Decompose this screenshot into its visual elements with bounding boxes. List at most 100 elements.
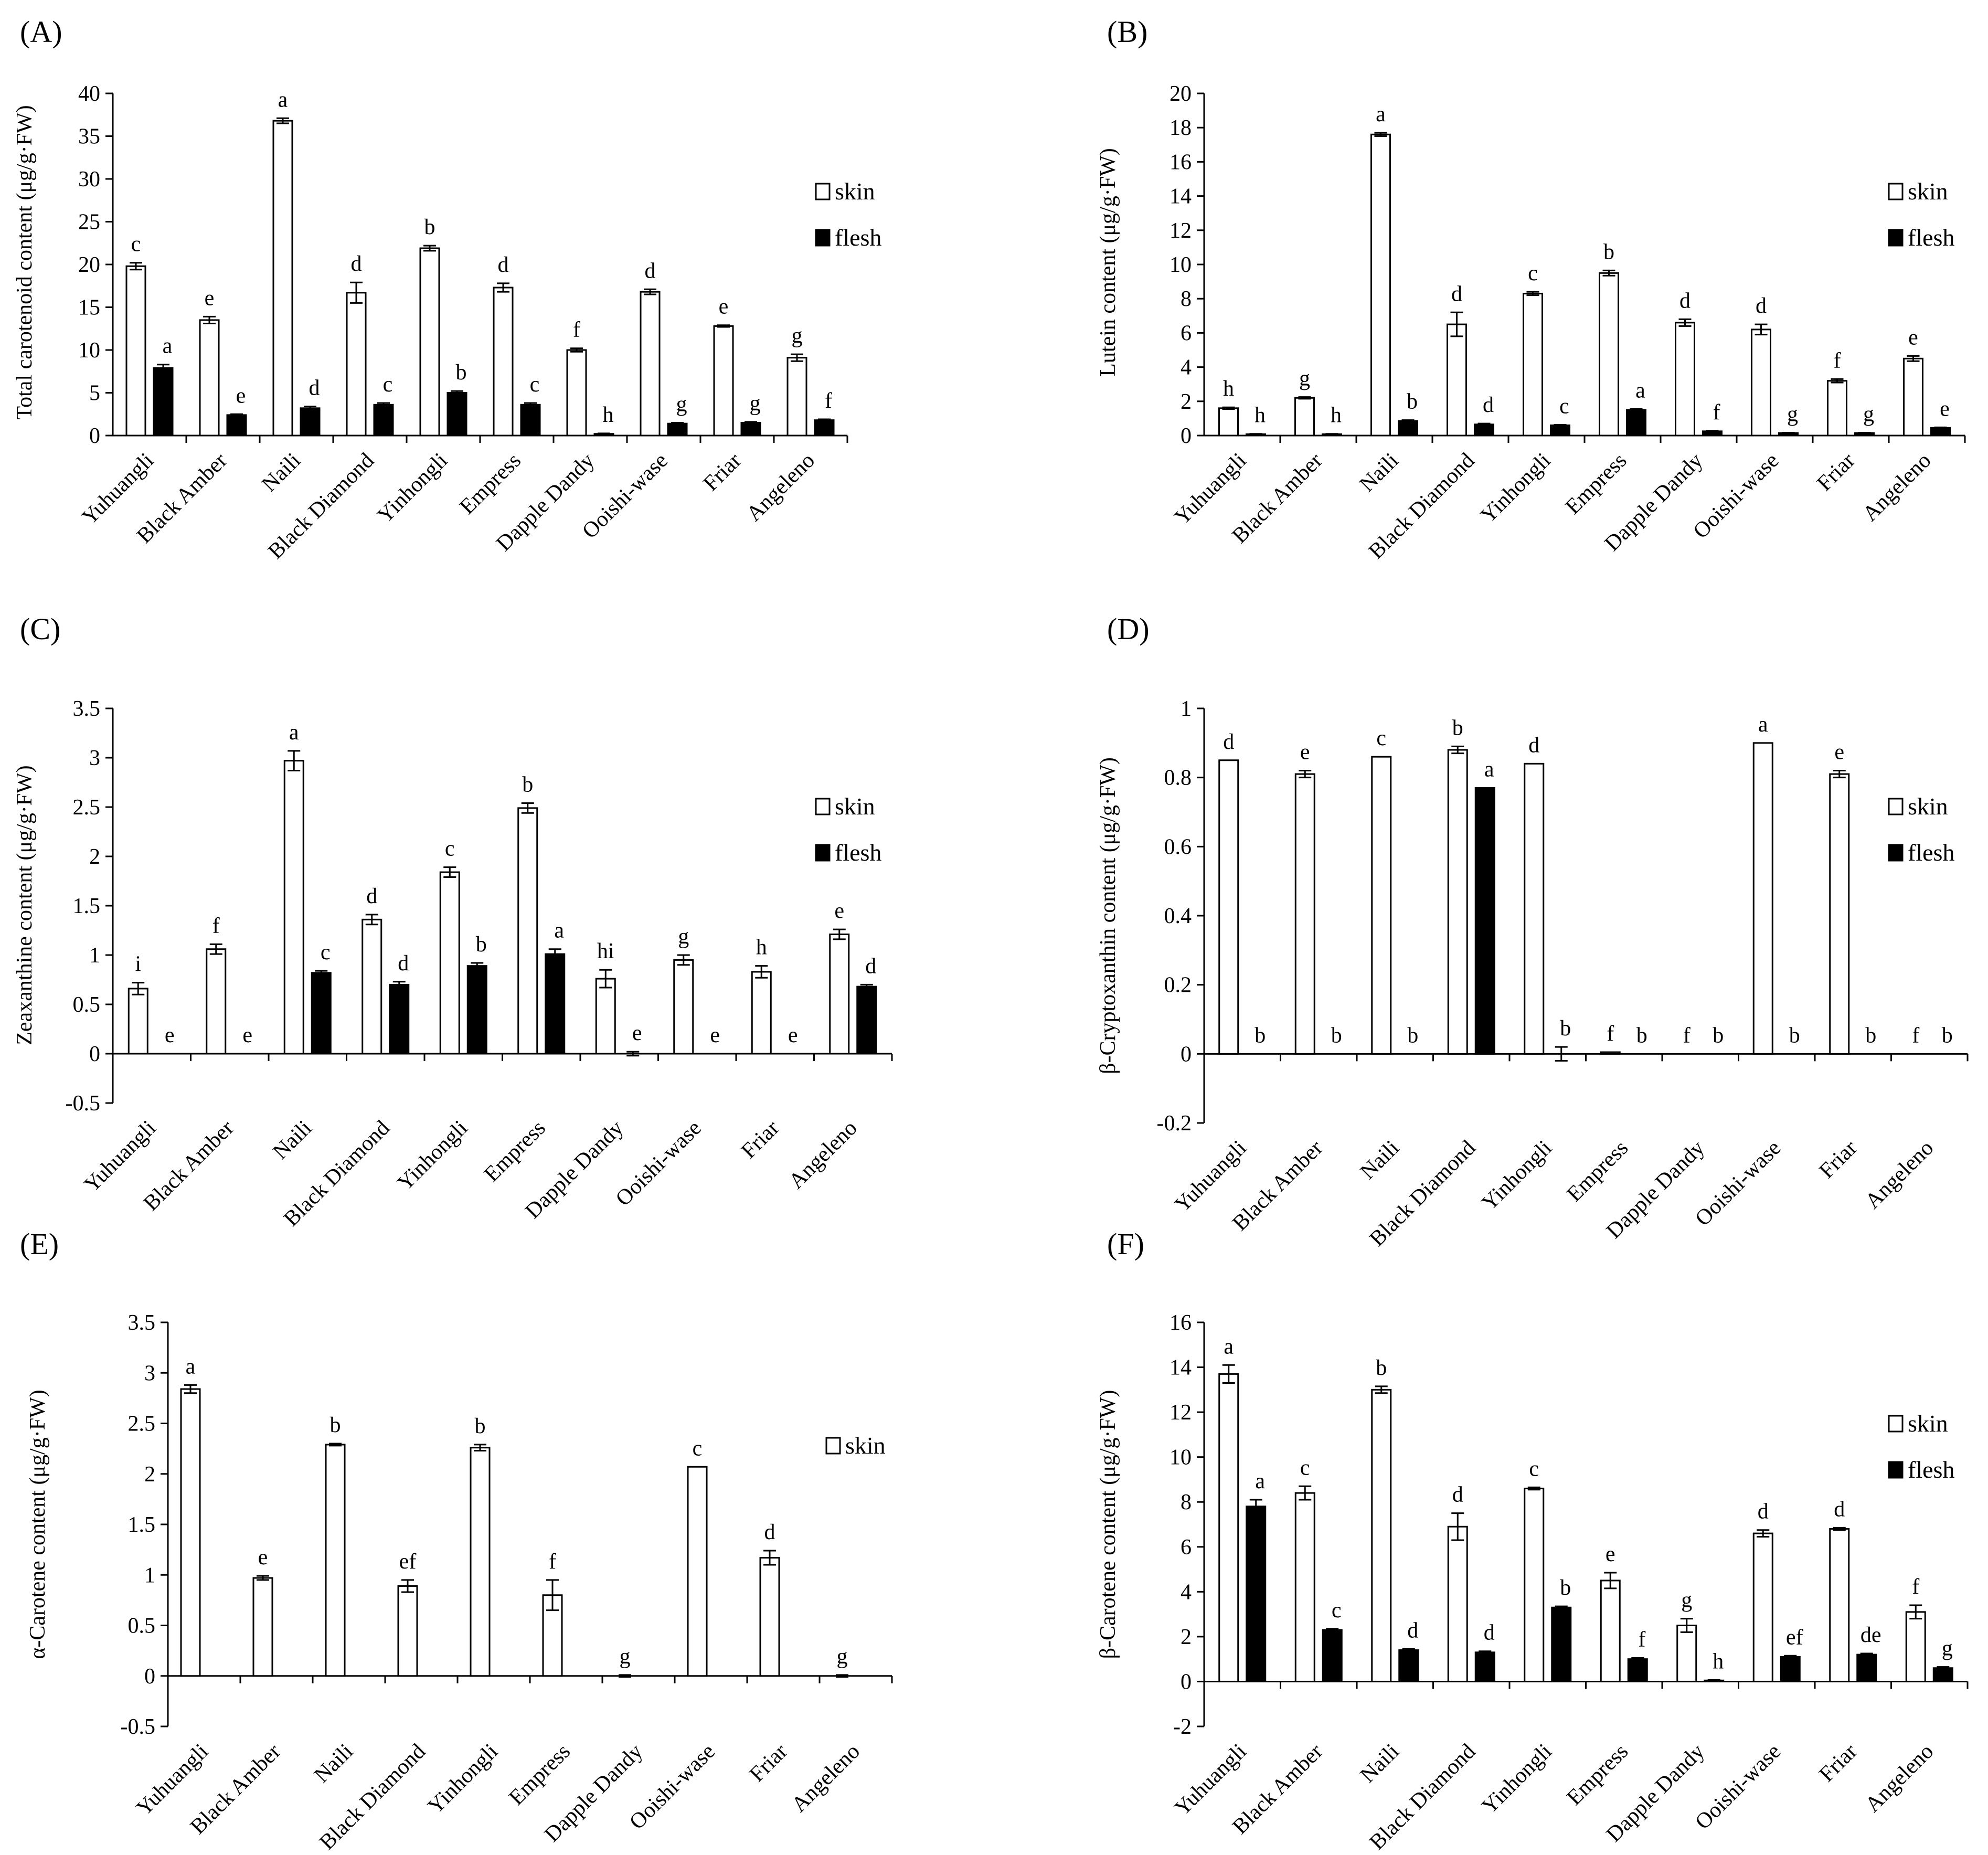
y-tick-label: 3.5	[73, 697, 101, 721]
significance-letter: h	[603, 403, 614, 427]
bar-skin-A	[125, 265, 146, 437]
x-tick-label: Yinhongli	[423, 1740, 503, 1819]
significance-letter: de	[1861, 1623, 1881, 1647]
significance-letter: d	[865, 954, 876, 978]
y-tick-label: 0.2	[1164, 973, 1192, 998]
significance-letter: d	[1451, 282, 1462, 306]
significance-letter: b	[1331, 1023, 1342, 1047]
bar-skin-E	[180, 1388, 201, 1677]
legend-label-flesh: flesh	[835, 839, 881, 866]
y-axis-title: Lutein content (μg/g·FW)	[1096, 148, 1120, 376]
significance-letter: d	[398, 951, 409, 976]
significance-letter: a	[278, 88, 288, 112]
panel-label: (E)	[20, 1227, 59, 1261]
legend-label-skin: skin	[1908, 1410, 1948, 1437]
y-tick-label: 10	[1170, 1446, 1192, 1470]
y-tick-label: 6	[1181, 1535, 1192, 1560]
significance-letter: a	[1376, 102, 1386, 126]
bar-flesh-A	[446, 392, 467, 437]
bar-flesh-C	[466, 965, 487, 1055]
significance-letter: f	[212, 914, 220, 938]
significance-letter: c	[1376, 726, 1386, 750]
y-tick-label: 1.5	[73, 894, 101, 918]
bar-flesh-C	[545, 953, 566, 1055]
x-tick-label: Friar	[737, 1116, 784, 1163]
significance-letter: d	[1756, 294, 1767, 318]
panel-label: (D)	[1107, 612, 1150, 646]
significance-letter: d	[351, 252, 362, 276]
bar-flesh-A	[667, 422, 688, 437]
legend-label-flesh: flesh	[1908, 1456, 1954, 1483]
significance-letter: h	[1223, 377, 1234, 401]
y-tick-label: 1.5	[128, 1513, 156, 1537]
y-tick-label: 2	[1181, 390, 1192, 414]
significance-letter: e	[258, 1545, 268, 1570]
bar-skin-D	[1218, 759, 1239, 1055]
y-tick-label: 1	[144, 1563, 155, 1587]
significance-letter: c	[1559, 394, 1569, 418]
significance-letter: c	[445, 837, 455, 861]
significance-letter: ef	[1786, 1625, 1803, 1649]
y-tick-label: 3.5	[128, 1311, 156, 1335]
bar-flesh-A	[373, 404, 394, 437]
y-tick-label: -2	[1173, 1715, 1192, 1739]
bar-skin-D	[1524, 762, 1545, 1055]
x-tick-label: Naili	[310, 1740, 358, 1788]
significance-letter: f	[549, 1550, 556, 1574]
significance-letter: b	[1376, 1356, 1387, 1380]
bar-skin-B	[1903, 357, 1923, 437]
bar-skin-B	[1294, 397, 1315, 437]
significance-letter: a	[163, 334, 173, 358]
y-tick-label: 35	[78, 125, 100, 149]
significance-letter: c	[131, 232, 141, 257]
y-tick-label: 3	[144, 1361, 155, 1385]
bar-skin-F	[1829, 1528, 1850, 1682]
bar-skin-D	[1294, 773, 1315, 1055]
x-tick-label: Yuhuangli	[1170, 1136, 1251, 1217]
significance-letter: d	[498, 253, 509, 277]
bar-skin-E	[542, 1594, 563, 1677]
legend-swatch-skin	[825, 1437, 841, 1455]
bar-skin-D	[1600, 1051, 1621, 1055]
bar-flesh-A	[520, 404, 541, 437]
y-tick-label: 2	[144, 1462, 155, 1487]
bar-flesh-B	[1626, 409, 1646, 437]
bar-skin-A	[346, 292, 367, 437]
significance-letter: d	[764, 1520, 775, 1544]
y-tick-label: 0.8	[1164, 766, 1192, 790]
significance-letter: f	[1834, 348, 1841, 373]
significance-letter: e	[1606, 1542, 1615, 1566]
x-tick-label: Angeleno	[1861, 1740, 1938, 1817]
significance-letter: a	[1758, 713, 1768, 737]
significance-letter: f	[573, 318, 580, 342]
significance-letter: g	[1942, 1637, 1953, 1661]
bar-skin-E	[252, 1577, 273, 1677]
significance-letter: i	[135, 952, 141, 977]
significance-letter: h	[1255, 404, 1266, 428]
significance-letter: d	[1484, 1621, 1495, 1645]
significance-letter: a	[554, 919, 564, 943]
bar-flesh-F	[1780, 1656, 1801, 1682]
significance-letter: g	[792, 324, 803, 348]
y-tick-label: 18	[1170, 116, 1192, 140]
bar-skin-D	[1829, 773, 1850, 1055]
chart-panel-C: (C) Zeaxanthine content (μg/g·FW) -0.5 0 0.5…	[13, 612, 893, 1231]
bar-skin-B	[1599, 272, 1619, 437]
bar-flesh-C	[389, 983, 410, 1055]
bar-flesh-A	[740, 422, 761, 437]
y-tick-label: 0	[89, 424, 100, 448]
x-tick-label: Naili	[257, 449, 305, 497]
significance-letter: b	[1789, 1023, 1800, 1047]
significance-letter: f	[825, 389, 832, 413]
bar-skin-D	[1752, 742, 1773, 1055]
significance-letter: b	[330, 1413, 341, 1437]
significance-letter: g	[678, 925, 689, 949]
legend-swatch-flesh	[815, 229, 831, 247]
y-tick-label: 15	[78, 296, 100, 320]
significance-letter: f	[1912, 1575, 1919, 1599]
bar-skin-A	[566, 349, 587, 437]
significance-letter: d	[366, 884, 377, 908]
x-tick-label: Naili	[1356, 1740, 1404, 1788]
chart-panel-D: (D) β-Cryptoxanthin content (μg/g·FW) -0.2…	[1096, 612, 1969, 1251]
y-tick-label: 14	[1170, 1356, 1192, 1380]
